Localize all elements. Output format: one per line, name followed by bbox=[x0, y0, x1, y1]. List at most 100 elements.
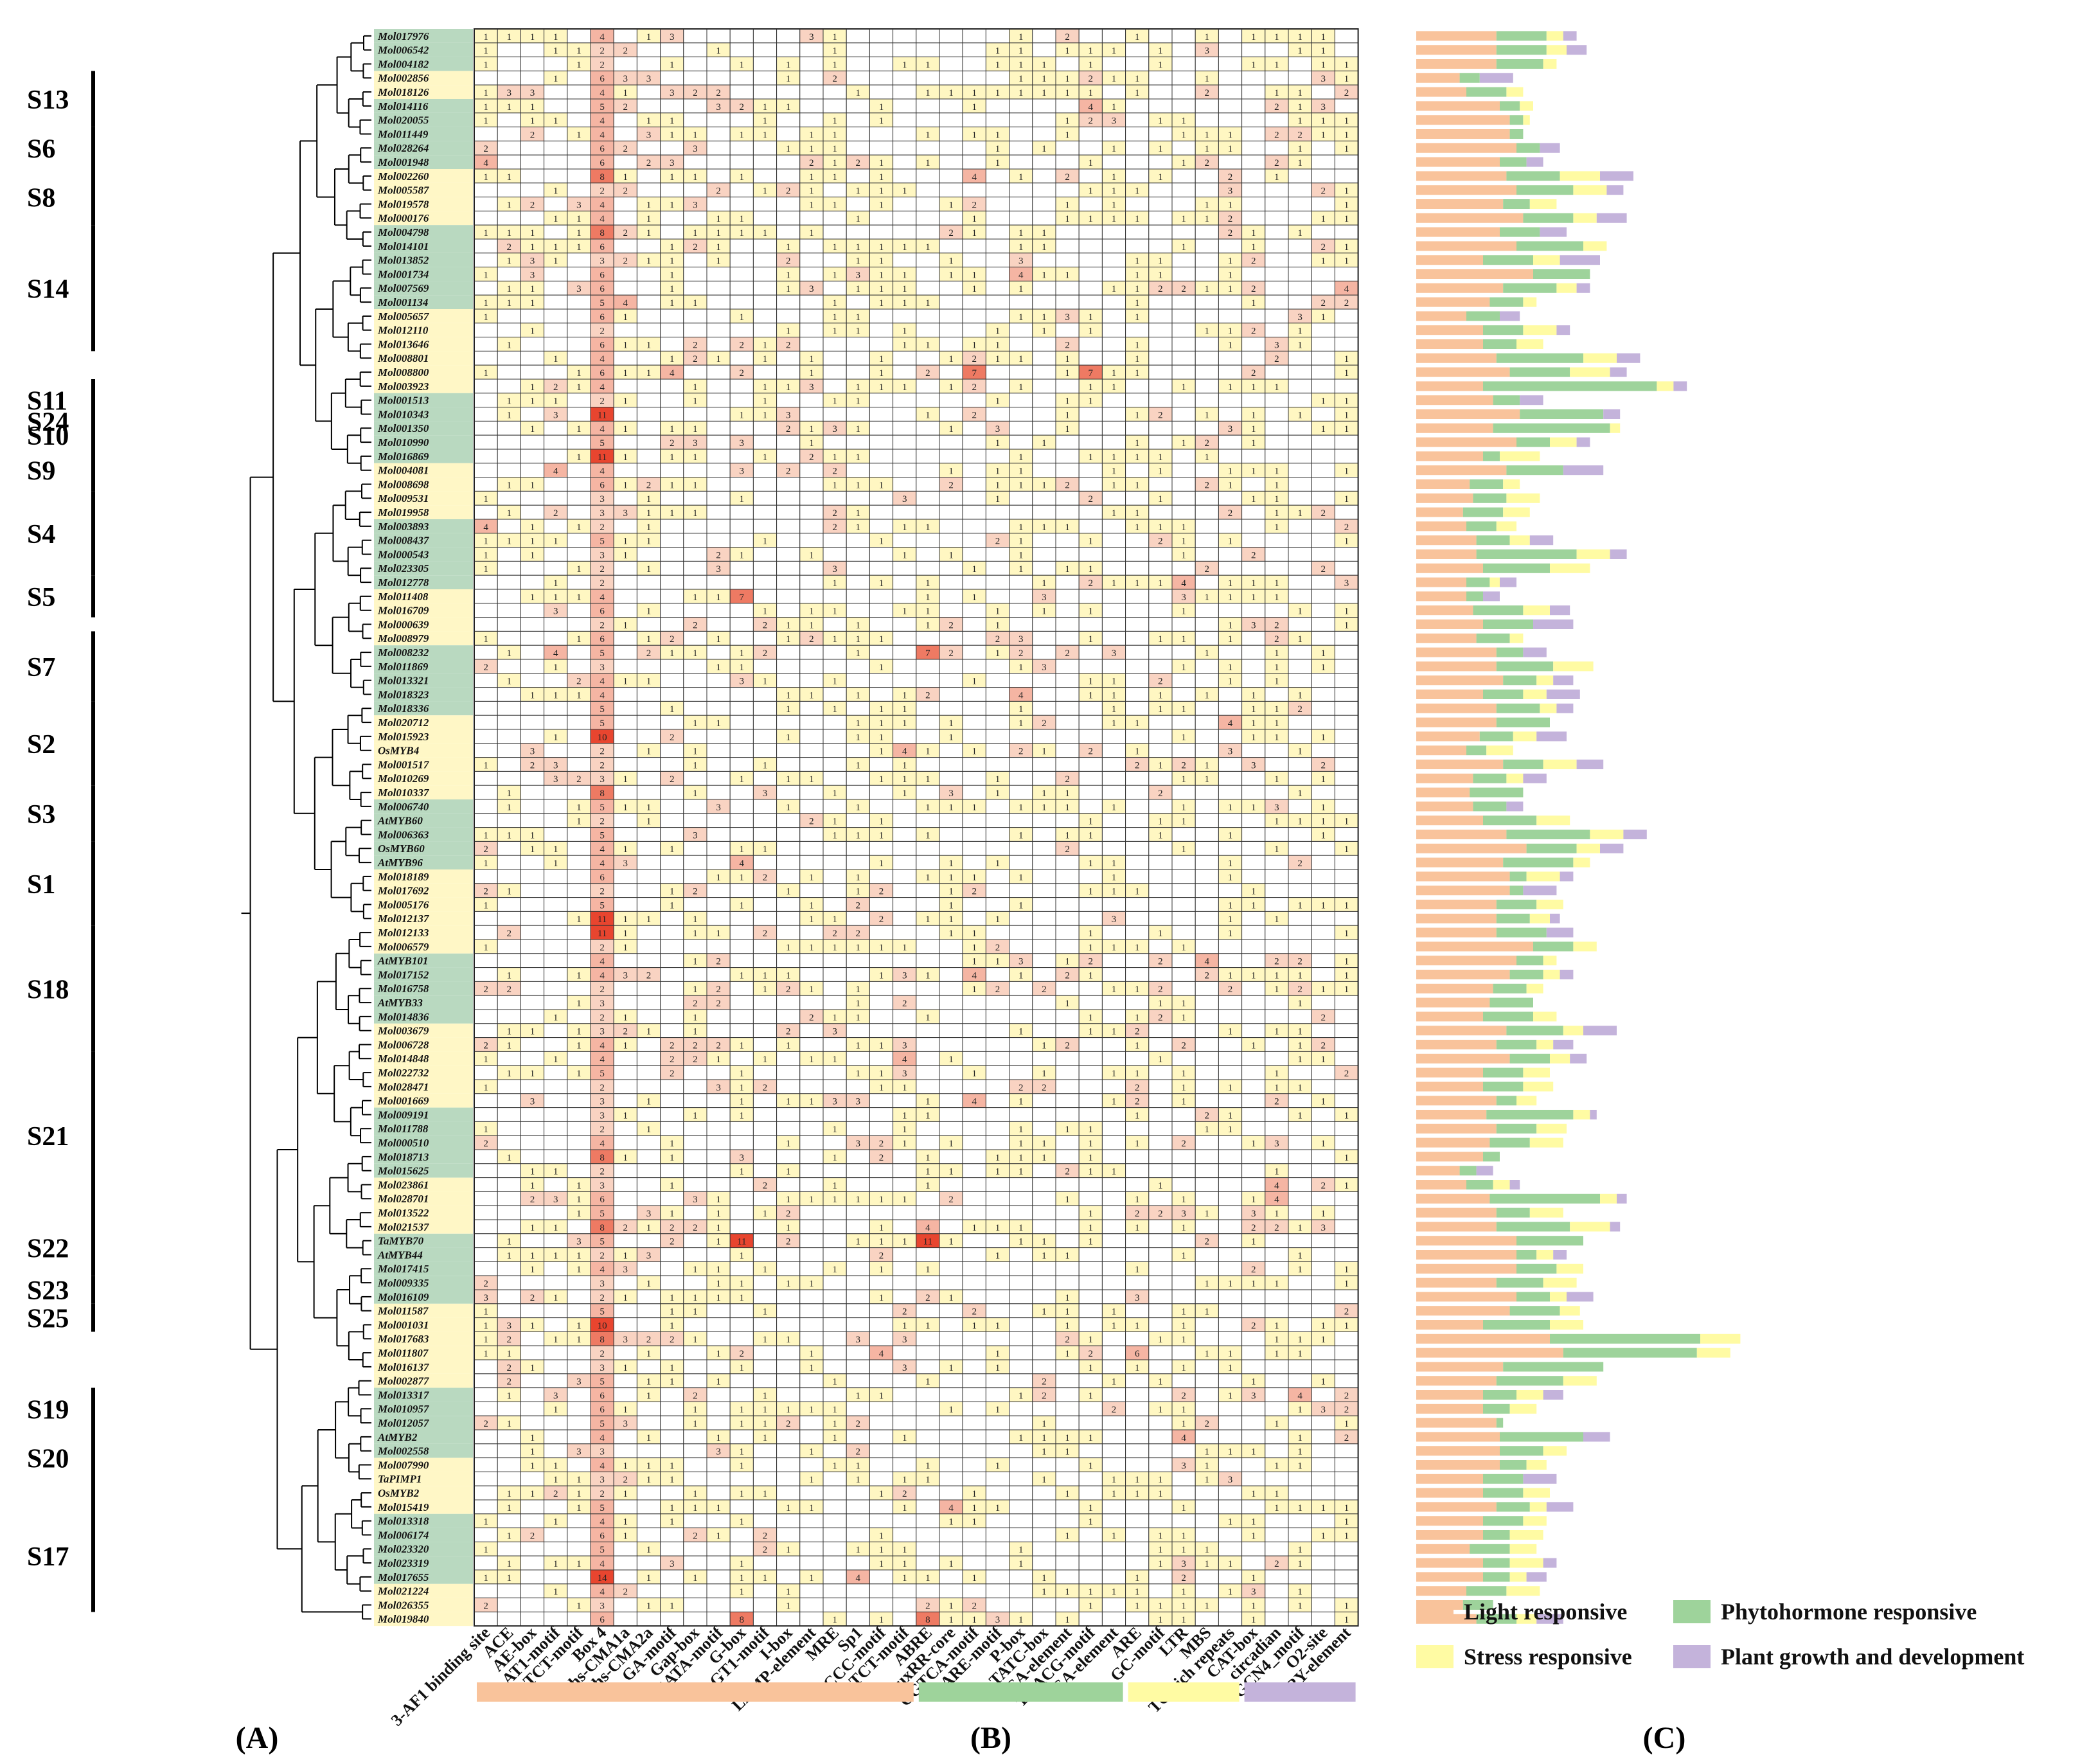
heatmap-cell bbox=[1101, 589, 1126, 604]
gene-label-bg bbox=[374, 1472, 473, 1486]
heatmap-cell bbox=[776, 350, 801, 366]
heatmap-cell bbox=[1334, 687, 1359, 702]
heatmap-cell bbox=[567, 533, 591, 548]
heatmap-cell bbox=[1055, 449, 1080, 464]
heatmap-cell bbox=[683, 98, 707, 114]
heatmap-cell-value: 1 bbox=[576, 803, 582, 813]
gene-label: AtMYB44 bbox=[377, 1249, 423, 1261]
heatmap-cell-value: 1 bbox=[1112, 1069, 1117, 1079]
heatmap-cell bbox=[1171, 463, 1196, 478]
heatmap-cell bbox=[939, 210, 963, 226]
heatmap-cell bbox=[1171, 70, 1196, 85]
heatmap-cell-value: 1 bbox=[1135, 214, 1140, 224]
heatmap-cell-value: 1 bbox=[1321, 648, 1326, 659]
heatmap-cell-value: 1 bbox=[1205, 690, 1210, 700]
heatmap-cell bbox=[869, 953, 894, 968]
heatmap-cell bbox=[962, 897, 986, 912]
heatmap-cell bbox=[1009, 855, 1033, 870]
heatmap-cell bbox=[613, 490, 637, 506]
heatmap-cell bbox=[939, 1149, 963, 1164]
heatmap-cell-value: 1 bbox=[1158, 270, 1163, 280]
heatmap-cell bbox=[474, 869, 498, 884]
heatmap-cell bbox=[869, 1009, 894, 1024]
heatmap-cell-value: 4 bbox=[1344, 284, 1349, 294]
heatmap-cell bbox=[1125, 869, 1150, 884]
heatmap-cell bbox=[1125, 617, 1150, 632]
heatmap-cell bbox=[893, 560, 917, 576]
heatmap-cell-value: 2 bbox=[740, 102, 745, 112]
heatmap-cell bbox=[869, 1121, 894, 1136]
gene-label: Mol023319 bbox=[377, 1557, 429, 1569]
heatmap-cell-value: 1 bbox=[530, 1027, 535, 1037]
heatmap-cell bbox=[985, 700, 1010, 716]
heatmap-cell-value: 1 bbox=[832, 634, 837, 645]
heatmap-cell bbox=[544, 449, 568, 464]
heatmap-cell-value: 1 bbox=[995, 60, 1000, 70]
gene-label-bg bbox=[374, 57, 473, 71]
heatmap-cell bbox=[822, 715, 847, 730]
heatmap-cell-value: 1 bbox=[1018, 32, 1024, 42]
heatmap-cell-value: 1 bbox=[1205, 452, 1210, 463]
heatmap-cell-value: 2 bbox=[809, 817, 814, 827]
heatmap-cell-value: 1 bbox=[1181, 382, 1186, 393]
gene-label-bg bbox=[374, 1360, 473, 1374]
heatmap-cell bbox=[520, 981, 545, 996]
gene-label-bg bbox=[374, 743, 473, 758]
gene-label: Mol018126 bbox=[377, 86, 429, 98]
heatmap-cell-value: 1 bbox=[646, 607, 652, 617]
heatmap-cell-value: 2 bbox=[1135, 760, 1140, 771]
heatmap-cell bbox=[1218, 953, 1243, 968]
heatmap-cell bbox=[1032, 294, 1056, 310]
gene-label: Mol013321 bbox=[377, 675, 429, 687]
heatmap-cell-value: 1 bbox=[1205, 410, 1210, 420]
heatmap-cell-value: 4 bbox=[1018, 690, 1024, 700]
heatmap-cell bbox=[1148, 911, 1173, 926]
heatmap-cell-value: 1 bbox=[1112, 943, 1117, 953]
heatmap-cell-value: 1 bbox=[1181, 1013, 1186, 1023]
heatmap-cell bbox=[729, 183, 754, 198]
heatmap-cell-value: 3 bbox=[646, 130, 652, 140]
heatmap-cell-value: 1 bbox=[925, 88, 930, 98]
heatmap-cell bbox=[567, 869, 591, 884]
heatmap-cell-value: 2 bbox=[576, 774, 582, 785]
heatmap-cell-value: 2 bbox=[1042, 1083, 1047, 1093]
heatmap-cell bbox=[846, 743, 870, 758]
heatmap-cell bbox=[893, 197, 917, 211]
heatmap-cell bbox=[1101, 659, 1126, 674]
heatmap-cell-value: 3 bbox=[623, 74, 628, 84]
group-label: S24 bbox=[27, 407, 69, 437]
heatmap-cell bbox=[893, 224, 917, 240]
heatmap-cell bbox=[474, 700, 498, 716]
heatmap-cell-value: 1 bbox=[1135, 312, 1140, 323]
heatmap-cell bbox=[893, 897, 917, 912]
heatmap-cell bbox=[752, 547, 778, 562]
heatmap-cell bbox=[636, 1149, 661, 1164]
heatmap-cell-value: 1 bbox=[1251, 228, 1256, 238]
heatmap-cell-value: 1 bbox=[576, 1040, 582, 1051]
heatmap-cell bbox=[497, 70, 521, 85]
heatmap-cell-value: 1 bbox=[763, 130, 768, 140]
heatmap-cell-value: 1 bbox=[1251, 382, 1256, 393]
heatmap-cell-value: 1 bbox=[1274, 984, 1279, 995]
heatmap-cell bbox=[1265, 743, 1289, 758]
heatmap-cell bbox=[1032, 420, 1056, 436]
heatmap-cell-value: 1 bbox=[856, 634, 861, 645]
heatmap-cell bbox=[1334, 224, 1359, 240]
heatmap-cell bbox=[660, 995, 684, 1010]
heatmap-cell-value: 1 bbox=[740, 214, 745, 224]
heatmap-cell-value: 1 bbox=[1065, 803, 1070, 813]
heatmap-cell bbox=[1334, 659, 1359, 674]
heatmap-cell bbox=[1148, 1121, 1173, 1136]
heatmap-cell bbox=[962, 1023, 986, 1038]
heatmap-cell bbox=[706, 1135, 731, 1150]
heatmap-cell-value: 3 bbox=[1297, 312, 1302, 323]
heatmap-cell bbox=[1288, 379, 1312, 394]
heatmap-cell bbox=[1078, 407, 1103, 422]
heatmap-cell bbox=[1195, 603, 1219, 618]
heatmap-cell bbox=[729, 477, 754, 492]
heatmap-cell bbox=[567, 337, 591, 352]
heatmap-cell-value: 1 bbox=[1089, 1013, 1094, 1023]
heatmap-cell bbox=[706, 967, 731, 982]
heatmap-cell bbox=[846, 855, 870, 870]
